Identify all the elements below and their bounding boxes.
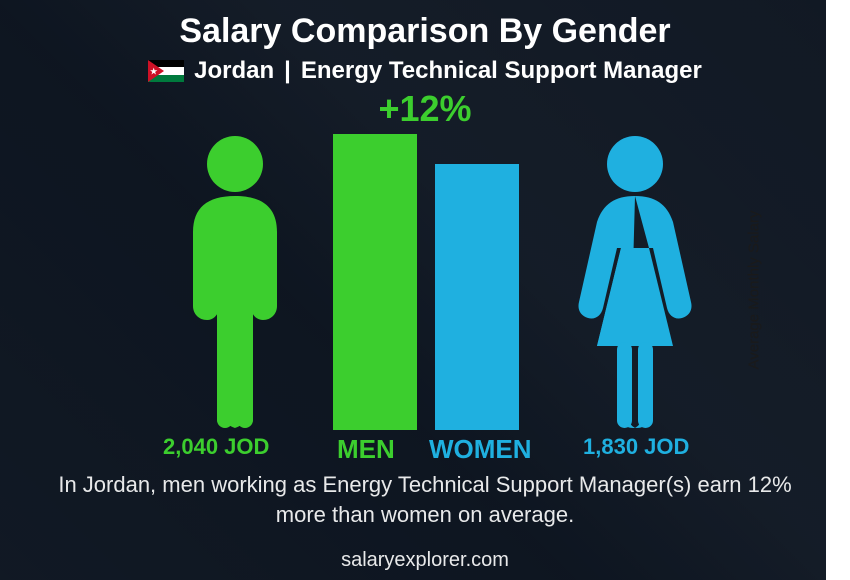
flag-icon: ★ — [148, 60, 184, 82]
chart-description: In Jordan, men working as Energy Technic… — [55, 470, 795, 529]
male-icon — [165, 134, 305, 430]
chart-area — [115, 130, 735, 430]
chart-title: Salary Comparison By Gender — [0, 0, 850, 51]
women-bar — [435, 164, 519, 430]
subtitle-role: Energy Technical Support Manager — [301, 57, 702, 85]
percentage-difference: +12% — [378, 88, 471, 130]
subtitle-country: Jordan — [194, 57, 274, 85]
men-salary-value: 2,040 JOD — [163, 434, 269, 460]
labels-row: 2,040 JOD MEN WOMEN 1,830 JOD — [115, 434, 735, 464]
men-category-label: MEN — [337, 434, 395, 465]
side-axis-label: Average Monthly Salary — [746, 200, 763, 380]
women-salary-value: 1,830 JOD — [583, 434, 689, 460]
side-strip: Average Monthly Salary — [826, 0, 850, 580]
men-bar — [333, 134, 417, 430]
chart-subtitle: ★ Jordan | Energy Technical Support Mana… — [0, 57, 850, 85]
women-category-label: WOMEN — [429, 434, 532, 465]
female-icon — [565, 134, 705, 430]
footer-source: salaryexplorer.com — [0, 549, 850, 572]
subtitle-separator: | — [284, 57, 291, 85]
